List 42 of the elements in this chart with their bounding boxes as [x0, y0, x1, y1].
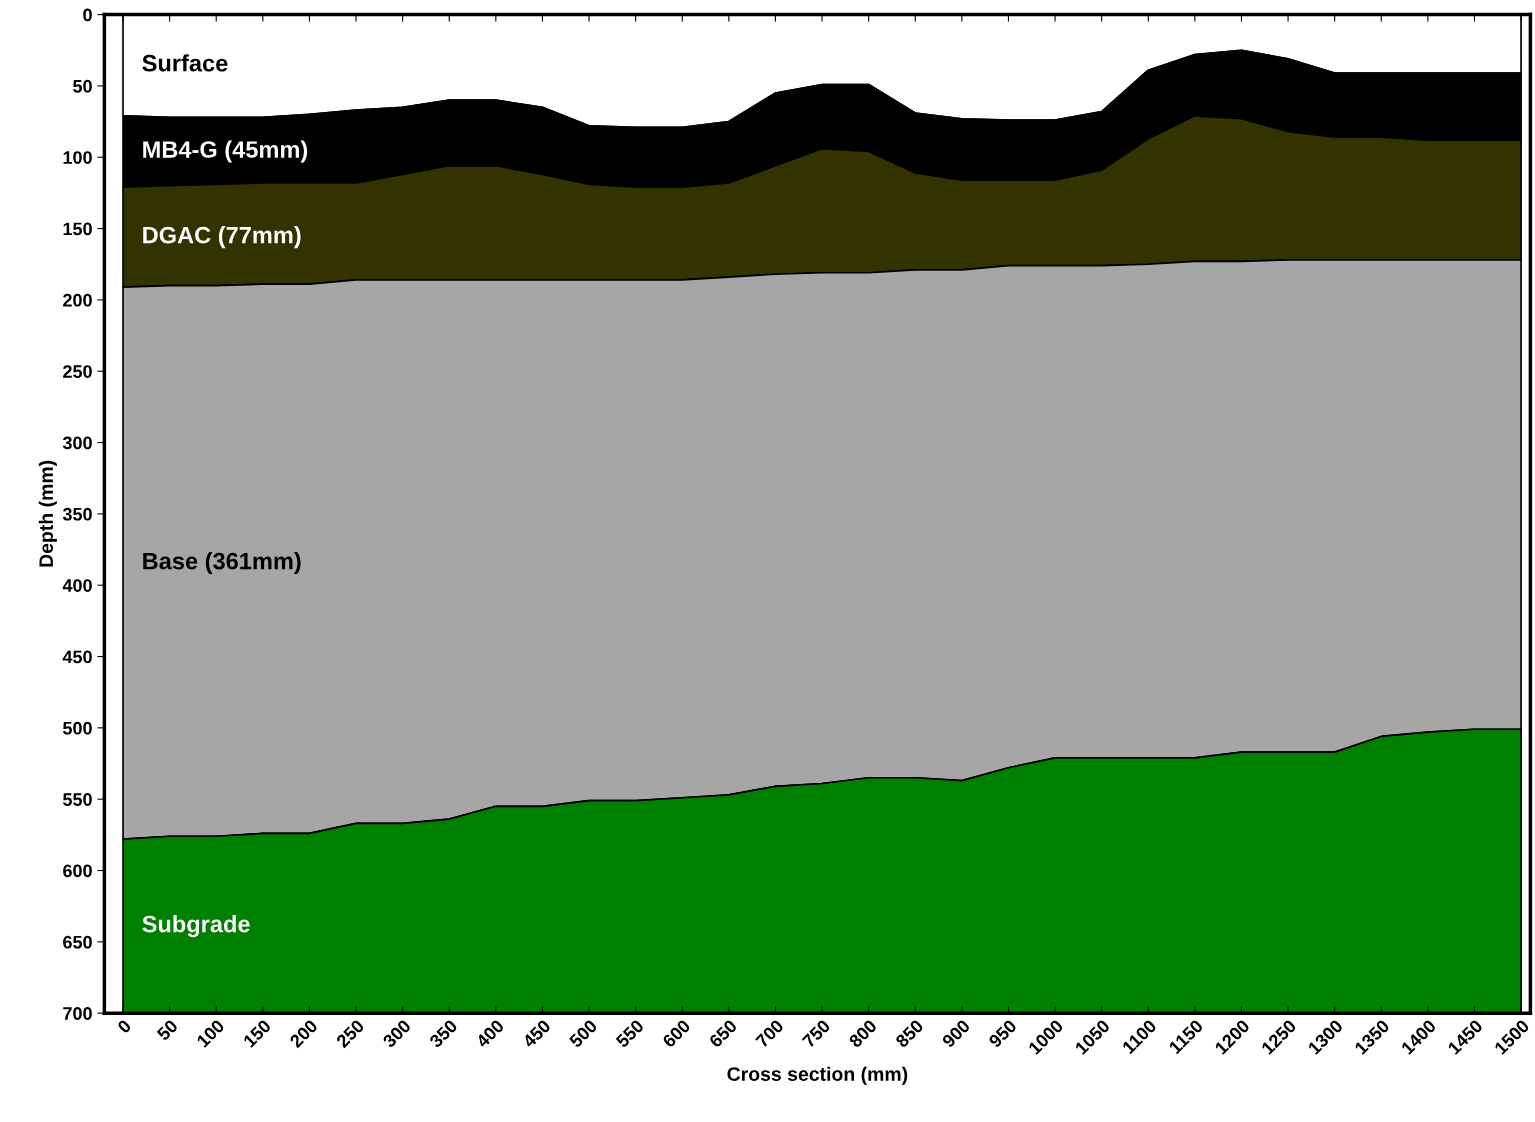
x-tick-label: 250 [335, 1018, 365, 1049]
x-tick-label: 550 [615, 1018, 645, 1049]
y-tick-label: 200 [63, 293, 92, 307]
x-tick-label: 750 [801, 1018, 831, 1049]
series-label: Subgrade [142, 915, 250, 938]
y-tick-label: 0 [83, 8, 92, 22]
series-label: Base (361mm) [143, 552, 301, 575]
x-tick-label: 150 [242, 1018, 272, 1048]
y-tick-label: 600 [63, 864, 92, 878]
x-axis-title: Cross section (mm) [727, 1066, 908, 1085]
y-tick-label: 50 [73, 79, 92, 93]
y-tick-label: 100 [63, 151, 92, 164]
x-tick-label: 900 [941, 1018, 971, 1049]
x-tick-label: 300 [381, 1018, 412, 1049]
y-tick-label: 650 [63, 935, 92, 949]
x-tick-label: 100 [196, 1018, 226, 1048]
y-tick-label: 700 [63, 1007, 92, 1020]
x-tick-label: 850 [894, 1018, 925, 1049]
x-tick-label: 50 [156, 1018, 179, 1042]
series-label: MB4-G (45mm) [143, 140, 308, 163]
x-tick-label: 650 [708, 1018, 738, 1049]
x-tick-label: 500 [568, 1018, 598, 1049]
x-tick-label: 450 [521, 1018, 552, 1049]
x-tick-label: 400 [475, 1018, 505, 1049]
x-tick-label: 0 [116, 1018, 132, 1034]
y-tick-label: 350 [62, 507, 92, 521]
x-tick-label: 950 [987, 1018, 1018, 1049]
x-tick-label: 200 [288, 1018, 319, 1049]
y-tick-label: 500 [63, 721, 92, 735]
y-tick-label: 450 [62, 650, 92, 664]
series-label: DGAC (77mm) [143, 226, 301, 249]
y-tick-label: 250 [63, 365, 92, 378]
series-label: Surface [142, 54, 228, 72]
x-tick-label: 800 [848, 1018, 878, 1049]
x-tick-label: 700 [755, 1018, 785, 1049]
y-tick-label: 400 [62, 579, 92, 592]
y-tick-label: 300 [62, 436, 92, 450]
y-tick-label: 550 [63, 793, 92, 806]
y-tick-label: 150 [63, 222, 92, 236]
y-axis-title: Depth (mm) [38, 460, 57, 567]
x-tick-label: 600 [661, 1018, 692, 1049]
x-tick-label: 350 [428, 1018, 459, 1049]
